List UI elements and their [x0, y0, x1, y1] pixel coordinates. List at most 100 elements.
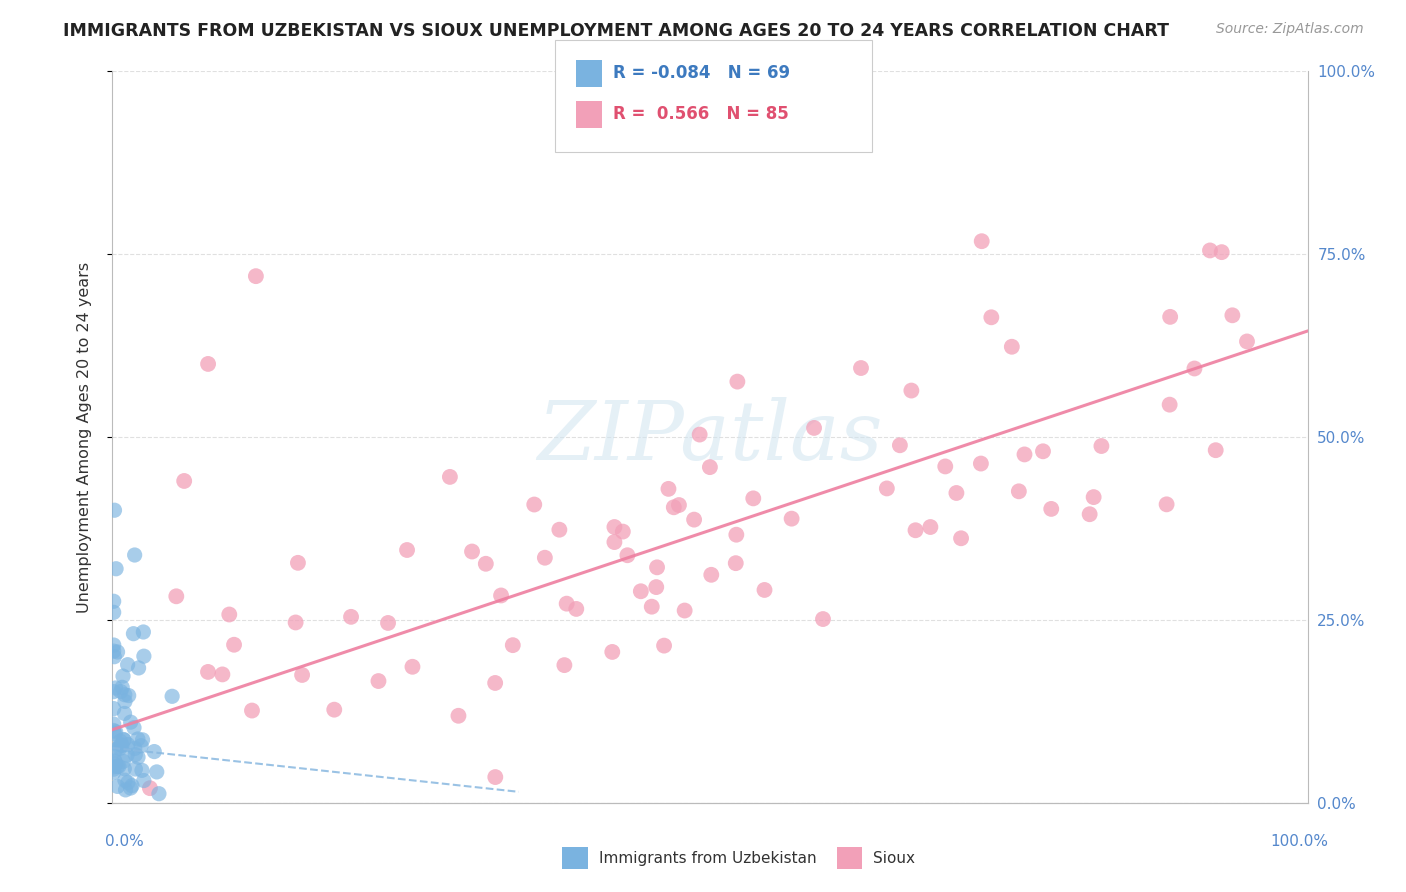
Point	[1184, 361, 1206, 376]
Point	[103, 638, 125, 652]
Point	[110, 684, 132, 698]
Text: IMMIGRANTS FROM UZBEKISTAN VS SIOUX UNEMPLOYMENT AMONG AGES 20 TO 24 YEARS CORRE: IMMIGRANTS FROM UZBEKISTAN VS SIOUX UNEM…	[63, 22, 1170, 40]
Point	[603, 520, 626, 534]
Point	[876, 482, 898, 496]
Text: 100.0%: 100.0%	[1271, 834, 1329, 849]
Point	[645, 580, 668, 594]
Point	[1083, 490, 1105, 504]
Point	[668, 498, 690, 512]
Point	[120, 715, 142, 730]
Point	[803, 421, 825, 435]
Point	[780, 511, 803, 525]
Point	[103, 684, 125, 698]
Point	[970, 457, 993, 471]
Point	[323, 703, 346, 717]
Point	[920, 520, 942, 534]
Point	[114, 783, 136, 797]
Point	[173, 474, 195, 488]
Point	[211, 667, 233, 681]
Point	[103, 717, 125, 731]
Point	[630, 584, 652, 599]
Point	[104, 742, 127, 756]
Point	[114, 773, 136, 788]
Point	[103, 605, 125, 619]
Point	[945, 486, 967, 500]
Point	[122, 721, 145, 735]
Text: ZIPatlas: ZIPatlas	[537, 397, 883, 477]
Point	[1008, 484, 1031, 499]
Point	[754, 582, 776, 597]
Point	[111, 681, 134, 695]
Point	[641, 599, 664, 614]
Point	[103, 701, 125, 715]
Point	[114, 688, 136, 702]
Point	[105, 759, 128, 773]
Point	[218, 607, 240, 622]
Point	[367, 674, 389, 689]
Point	[103, 723, 125, 738]
Point	[475, 557, 498, 571]
Point	[950, 531, 973, 545]
Point	[484, 770, 506, 784]
Point	[555, 597, 578, 611]
Point	[1159, 310, 1181, 324]
Point	[103, 765, 125, 780]
Point	[1090, 439, 1112, 453]
Point	[447, 708, 470, 723]
Point	[900, 384, 922, 398]
Text: Sioux: Sioux	[873, 851, 915, 865]
Point	[1040, 502, 1063, 516]
Point	[742, 491, 765, 506]
Point	[534, 550, 557, 565]
Point	[103, 649, 125, 664]
Point	[104, 755, 127, 769]
Point	[117, 657, 139, 672]
Point	[132, 649, 155, 664]
Point	[934, 459, 956, 474]
Point	[1078, 507, 1101, 521]
Point	[143, 745, 166, 759]
Text: R = -0.084   N = 69: R = -0.084 N = 69	[613, 64, 790, 82]
Point	[104, 726, 127, 740]
Point	[108, 739, 131, 754]
Point	[103, 644, 125, 658]
Point	[489, 589, 512, 603]
Point	[110, 734, 132, 748]
Point	[725, 527, 748, 541]
Point	[107, 780, 129, 794]
Point	[603, 535, 626, 549]
Point	[104, 757, 127, 772]
Point	[197, 357, 219, 371]
Point	[222, 638, 245, 652]
Point	[284, 615, 307, 630]
Point	[103, 760, 125, 774]
Point	[107, 645, 129, 659]
Point	[115, 747, 138, 762]
Point	[108, 759, 131, 773]
Point	[114, 706, 136, 721]
Point	[548, 523, 571, 537]
Point	[112, 762, 135, 776]
Point	[132, 625, 155, 640]
Point	[104, 724, 127, 739]
Point	[523, 498, 546, 512]
Point	[645, 560, 668, 574]
Point	[461, 544, 484, 558]
Point	[340, 610, 363, 624]
Point	[699, 460, 721, 475]
Point	[439, 470, 461, 484]
Point	[700, 567, 723, 582]
Point	[904, 523, 927, 537]
Point	[103, 753, 125, 767]
Point	[131, 732, 153, 747]
Point	[1199, 244, 1222, 258]
Point	[1222, 308, 1244, 322]
Point	[1001, 340, 1024, 354]
Point	[612, 524, 634, 539]
Point	[662, 500, 685, 515]
Point	[124, 762, 146, 776]
Point	[117, 738, 139, 752]
Point	[652, 639, 675, 653]
Point	[849, 361, 872, 376]
Point	[145, 764, 167, 779]
